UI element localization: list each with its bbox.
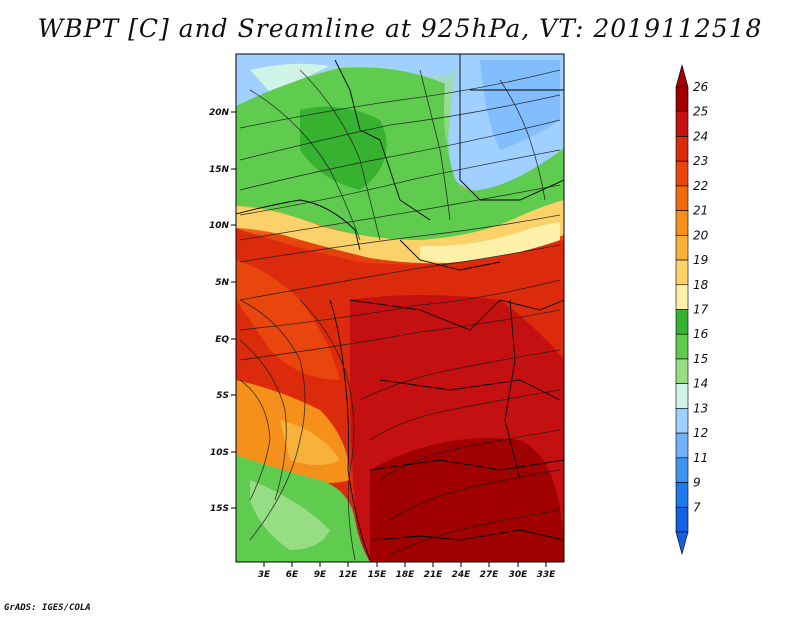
streamlines <box>239 69 561 561</box>
latitude-axis: 20N 15N 10N 5N EQ 5S 10S 15S <box>209 108 236 514</box>
colorbar-label: 20 <box>693 228 709 242</box>
lon-label: 27E <box>480 570 500 580</box>
lat-label: 15S <box>210 504 229 514</box>
colorbar-swatch <box>675 408 689 434</box>
colorbar-label: 13 <box>693 401 708 415</box>
lat-label: 10N <box>209 221 230 231</box>
colorbar-swatch <box>675 160 689 187</box>
lon-label: 15E <box>368 570 388 580</box>
colorbar-swatch <box>675 333 689 360</box>
colorbar-label: 21 <box>693 204 708 218</box>
map-frame <box>235 53 565 563</box>
colorbar-label: 12 <box>693 426 708 440</box>
longitude-axis: 3E 6E 9E 12E 15E 18E 21E 24E 27E 30E 33E <box>258 562 556 580</box>
country-borders <box>236 54 564 561</box>
colorbar-label: 23 <box>693 154 708 168</box>
wbpt-field <box>236 54 564 562</box>
lon-label: 12E <box>339 570 359 580</box>
colorbar-swatch <box>675 506 689 533</box>
colorbar-label: 16 <box>693 327 709 341</box>
colorbar-swatch <box>675 86 689 113</box>
lon-label: 6E <box>286 570 299 580</box>
colorbar-label: 24 <box>693 129 708 143</box>
lon-label: 3E <box>258 570 271 580</box>
colorbar-swatch <box>675 432 689 459</box>
colorbar-label: 25 <box>693 105 708 119</box>
lon-label: 24E <box>452 570 472 580</box>
colorbar-swatch <box>675 358 689 384</box>
lon-label: 21E <box>424 570 444 580</box>
colorbar-bottom-arrow <box>675 531 689 556</box>
lon-label: 9E <box>314 570 327 580</box>
colorbar-swatch <box>675 210 689 236</box>
colorbar-label: 22 <box>693 179 708 193</box>
lat-label: 15N <box>209 165 230 175</box>
colorbar-swatch <box>675 482 689 508</box>
colorbar-swatch <box>675 383 689 409</box>
colorbar-swatch <box>675 235 689 261</box>
map-title: WBPT [C] and Sreamline at 925hPa, VT: 20… <box>37 14 763 43</box>
colorbar: 26 25 24 23 22 21 20 19 18 17 16 15 14 13 12 11 9 7 <box>675 63 709 556</box>
colorbar-swatch <box>675 111 689 137</box>
colorbar-swatch <box>675 309 689 335</box>
colorbar-label: 17 <box>693 303 709 317</box>
lat-label: EQ <box>215 335 229 345</box>
lat-label: 5S <box>216 391 229 401</box>
colorbar-swatch <box>675 284 689 310</box>
lat-label: 5N <box>215 278 229 288</box>
colorbar-label: 7 <box>693 500 701 514</box>
colorbar-label: 26 <box>693 80 709 94</box>
colorbar-label: 11 <box>693 451 708 465</box>
colorbar-label: 15 <box>693 352 708 366</box>
colorbar-swatch <box>675 259 689 286</box>
colorbar-swatch <box>675 136 689 162</box>
lon-label: 18E <box>396 570 416 580</box>
credit-text: GrADS: IGES/COLA <box>4 603 91 613</box>
colorbar-label: 19 <box>693 253 708 267</box>
lon-label: 30E <box>509 570 529 580</box>
colorbar-label: 14 <box>693 377 708 391</box>
lat-label: 20N <box>209 108 230 118</box>
colorbar-top-arrow <box>675 63 689 88</box>
colorbar-label: 18 <box>693 278 709 292</box>
colorbar-swatch <box>675 457 689 483</box>
lat-label: 10S <box>210 448 229 458</box>
colorbar-swatch <box>675 185 689 211</box>
lon-label: 33E <box>537 570 557 580</box>
colorbar-label: 9 <box>693 476 701 490</box>
